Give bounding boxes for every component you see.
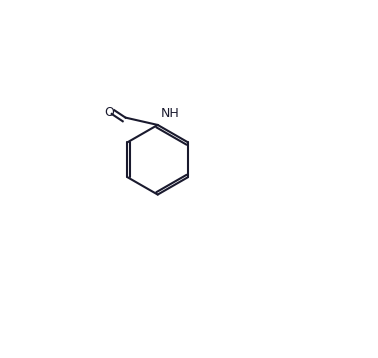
Text: NH: NH [160,107,179,120]
Text: O: O [104,106,114,118]
